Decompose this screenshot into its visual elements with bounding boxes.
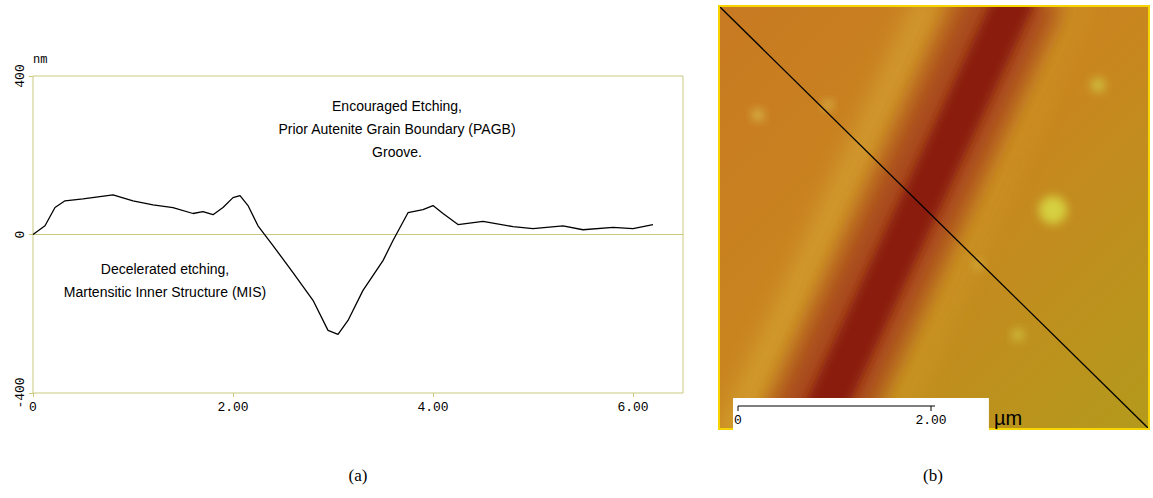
svg-text:Decelerated etching,: Decelerated etching,	[101, 261, 229, 277]
svg-text:0: 0	[29, 400, 37, 415]
svg-text:2.00: 2.00	[915, 413, 946, 428]
svg-text:2.00: 2.00	[217, 400, 248, 415]
svg-text:nm: nm	[33, 53, 47, 67]
svg-text:4.00: 4.00	[417, 400, 448, 415]
svg-text:µm: µm	[994, 407, 1022, 429]
svg-text:Encouraged Etching,: Encouraged Etching,	[332, 98, 462, 114]
svg-text:-400: -400	[13, 377, 28, 408]
html-text:(b): (b)	[923, 466, 943, 485]
svg-text:0: 0	[734, 413, 742, 428]
svg-text:6.00: 6.00	[617, 400, 648, 415]
html-text:(a): (a)	[348, 466, 368, 485]
svg-text:Martensitic Inner Structure (M: Martensitic Inner Structure (MIS)	[64, 284, 266, 300]
svg-text:0: 0	[13, 231, 28, 239]
svg-text:Prior Autenite Grain Boundary: Prior Autenite Grain Boundary (PAGB)	[278, 121, 515, 137]
svg-text:400: 400	[13, 64, 28, 87]
svg-text:Groove.: Groove.	[372, 144, 422, 160]
